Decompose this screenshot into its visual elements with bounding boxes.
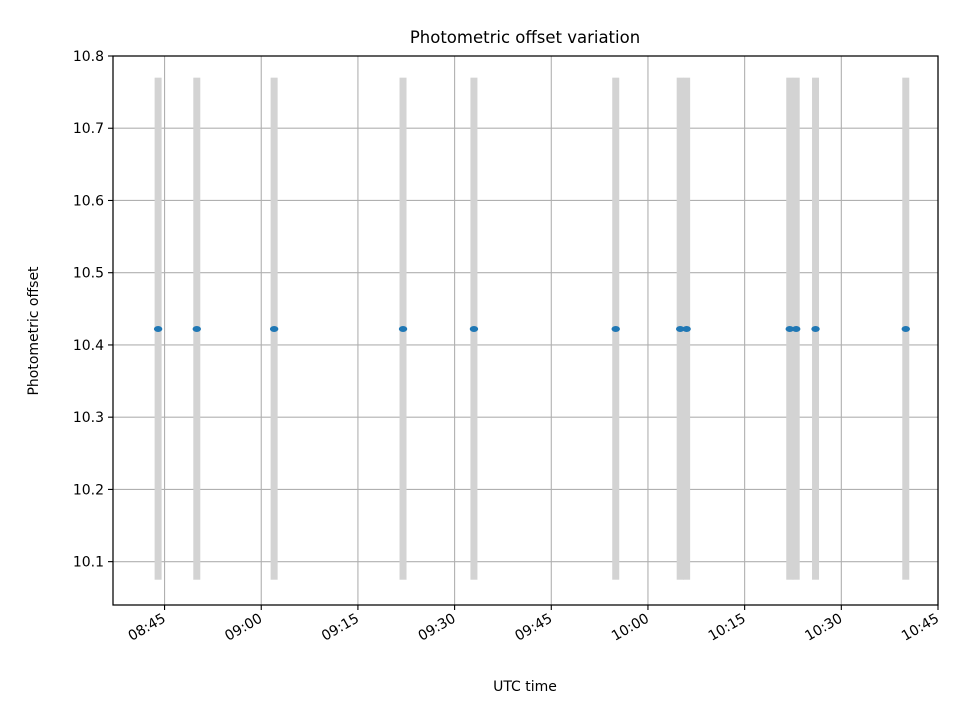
y-tick-label: 10.8 — [73, 49, 104, 65]
y-tick-label: 10.1 — [73, 555, 104, 571]
y-tick-label: 10.2 — [73, 482, 104, 498]
data-point — [611, 326, 620, 333]
data-point — [682, 326, 691, 333]
data-point — [901, 326, 910, 333]
y-axis-label: Photometric offset — [26, 266, 42, 396]
data-point — [675, 326, 685, 333]
y-tick-label: 10.5 — [73, 266, 104, 282]
data-point — [153, 326, 163, 333]
y-tick-label: 10.7 — [73, 121, 104, 137]
data-points — [153, 326, 910, 333]
y-axis: 10.1 10.2 10.3 10.4 10.5 10.6 10.7 10.8 — [73, 49, 113, 571]
data-point — [192, 326, 201, 333]
x-axis-label: UTC time — [493, 679, 557, 695]
data-point — [269, 326, 279, 333]
data-point — [792, 326, 801, 333]
data-point — [811, 326, 820, 333]
plot-frame — [112, 55, 939, 606]
data-point — [398, 326, 408, 333]
data-point — [469, 326, 479, 333]
chart-title: Photometric offset variation — [410, 28, 640, 47]
data-point — [785, 326, 794, 333]
y-tick-label: 10.6 — [73, 193, 104, 209]
y-tick-label: 10.4 — [73, 338, 104, 354]
y-tick-label: 10.3 — [73, 410, 104, 426]
